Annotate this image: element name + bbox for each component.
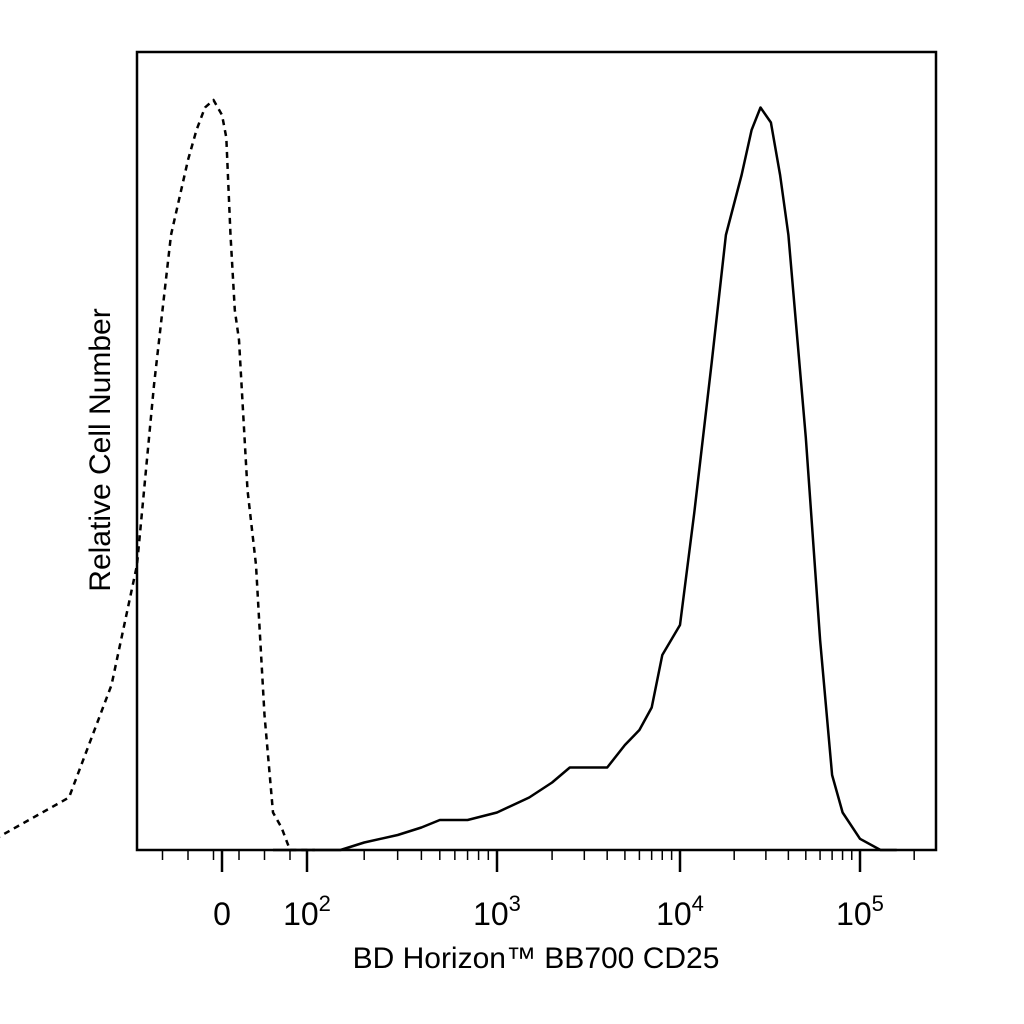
- plot-frame: [135, 50, 938, 852]
- x-axis-minor-ticks: [161, 850, 915, 860]
- cd25-histogram-line: [273, 106, 897, 852]
- x-tick-label-exponent: 5: [872, 891, 884, 916]
- x-tick-label-exponent: 4: [692, 891, 704, 916]
- x-tick-label-base: 10: [836, 896, 872, 932]
- x-tick-label: 0: [213, 896, 231, 932]
- control-histogram-line: [0, 98, 315, 852]
- x-axis-major-ticks: [220, 850, 862, 872]
- x-tick-label-exponent: 3: [509, 891, 521, 916]
- histogram-series: [0, 98, 897, 852]
- x-tick-label-exponent: 2: [319, 891, 331, 916]
- x-tick-label-base: 10: [283, 896, 319, 932]
- x-tick-label-base: 0: [213, 896, 231, 932]
- x-axis-label: BD Horizon™ BB700 CD25: [353, 942, 720, 975]
- x-tick-label-base: 10: [473, 896, 509, 932]
- x-tick-label: 104: [656, 891, 704, 932]
- x-axis-tick-labels: 0 102 103 104 105: [213, 891, 884, 932]
- x-tick-label: 103: [473, 891, 521, 932]
- y-axis-label: Relative Cell Number: [84, 308, 117, 591]
- x-tick-label: 105: [836, 891, 884, 932]
- x-tick-label: 102: [283, 891, 331, 932]
- x-tick-label-base: 10: [656, 896, 692, 932]
